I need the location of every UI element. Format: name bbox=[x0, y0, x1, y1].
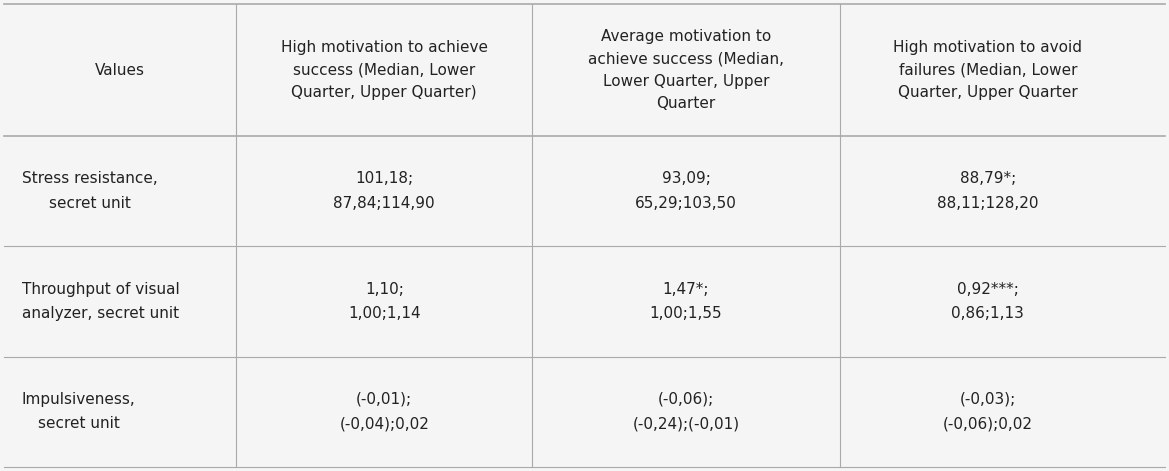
Bar bbox=[236, 4, 532, 136]
Text: Average motivation to
achieve success (Median,
Lower Quarter, Upper
Quarter: Average motivation to achieve success (M… bbox=[588, 29, 784, 111]
Bar bbox=[236, 357, 532, 467]
Bar bbox=[839, 136, 1136, 246]
Bar bbox=[532, 136, 839, 246]
Text: 101,18;
87,84;114,90: 101,18; 87,84;114,90 bbox=[333, 171, 435, 211]
Text: 1,10;
1,00;1,14: 1,10; 1,00;1,14 bbox=[348, 282, 421, 321]
Text: (-0,06);
(-0,24);(-0,01): (-0,06); (-0,24);(-0,01) bbox=[632, 392, 740, 431]
Text: High motivation to avoid
failures (Median, Lower
Quarter, Upper Quarter: High motivation to avoid failures (Media… bbox=[893, 41, 1082, 100]
Text: High motivation to achieve
success (Median, Lower
Quarter, Upper Quarter): High motivation to achieve success (Medi… bbox=[281, 41, 487, 100]
Text: (-0,01);
(-0,04);0,02: (-0,01); (-0,04);0,02 bbox=[339, 392, 429, 431]
Bar bbox=[5, 4, 236, 136]
Bar bbox=[236, 246, 532, 357]
Text: 1,47*;
1,00;1,55: 1,47*; 1,00;1,55 bbox=[650, 282, 722, 321]
Text: Throughput of visual
analyzer, secret unit: Throughput of visual analyzer, secret un… bbox=[21, 282, 179, 321]
Bar bbox=[5, 246, 236, 357]
Bar bbox=[839, 357, 1136, 467]
Text: Impulsiveness,
secret unit: Impulsiveness, secret unit bbox=[21, 392, 136, 431]
Bar bbox=[5, 357, 236, 467]
Bar bbox=[839, 246, 1136, 357]
Text: (-0,03);
(-0,06);0,02: (-0,03); (-0,06);0,02 bbox=[943, 392, 1033, 431]
Bar bbox=[532, 4, 839, 136]
Text: 0,92***;
0,86;1,13: 0,92***; 0,86;1,13 bbox=[952, 282, 1024, 321]
Text: Stress resistance,
secret unit: Stress resistance, secret unit bbox=[21, 171, 158, 211]
Text: 88,79*;
88,11;128,20: 88,79*; 88,11;128,20 bbox=[938, 171, 1038, 211]
Bar bbox=[236, 136, 532, 246]
Bar bbox=[532, 357, 839, 467]
Bar bbox=[5, 136, 236, 246]
Text: 93,09;
65,29;103,50: 93,09; 65,29;103,50 bbox=[635, 171, 736, 211]
Bar bbox=[839, 4, 1136, 136]
Bar bbox=[532, 246, 839, 357]
Text: Values: Values bbox=[95, 63, 145, 78]
